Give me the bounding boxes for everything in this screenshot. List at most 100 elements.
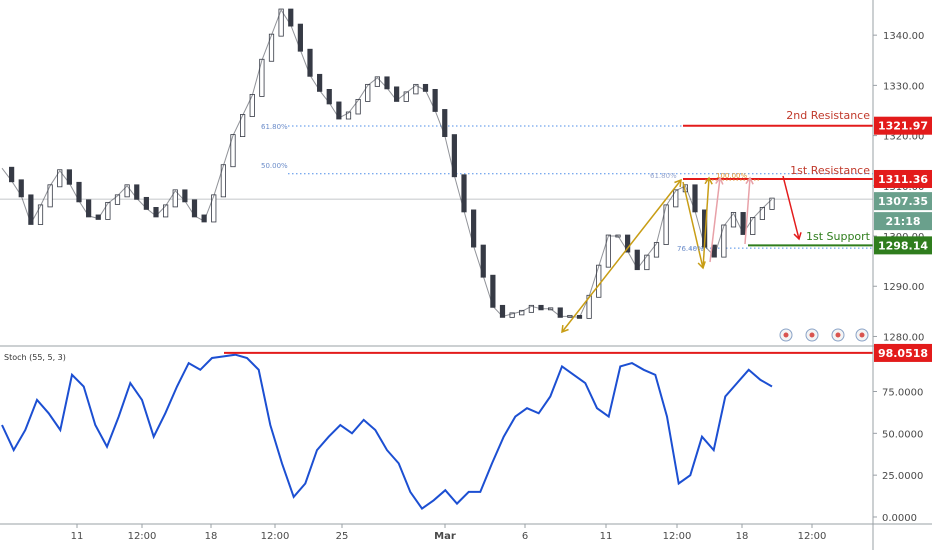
price-candle <box>663 204 669 245</box>
resistance1-badge-bg <box>874 169 932 188</box>
price-tick-label: 1320.00 <box>883 132 924 143</box>
stoch-tick-label: 50.0000 <box>882 429 923 440</box>
last-price-badge-text: 1307.35 <box>878 195 928 208</box>
abcd-arrow-cd <box>704 176 713 185</box>
stoch-title: Stoch (55, 5, 3) <box>4 353 66 362</box>
resistance2-badge-text: 1321.97 <box>878 120 928 133</box>
fib-764-label: 76.40% <box>677 245 704 253</box>
price-candle <box>95 214 101 220</box>
stoch-level-badge-text: 98.0518 <box>878 347 928 360</box>
fib-618-right-label: 61.80% <box>650 172 677 180</box>
price-candle <box>605 234 611 268</box>
time-tick-label: 18 <box>736 531 749 542</box>
price-candle <box>163 204 169 218</box>
abcd-arrow-ab-start <box>561 324 569 334</box>
last-price-badge-bg <box>874 192 932 211</box>
price-candle <box>278 8 284 37</box>
time-tick-label: 11 <box>600 531 613 542</box>
price-labels: 1321.97 1311.36 1307.35 21:18 1298.14 98.0518 <box>874 116 932 362</box>
fib-500-label: 50.00% <box>261 162 288 170</box>
price-candle <box>124 184 130 198</box>
price-candle <box>201 214 207 223</box>
drawings <box>561 175 869 342</box>
countdown-badge-bg <box>874 212 932 231</box>
abcd-arrow-bc <box>697 261 706 270</box>
price-candle <box>384 76 390 90</box>
fib-618-left-label: 61.80% <box>261 123 288 131</box>
price-candle <box>634 249 640 271</box>
price-line <box>1 8 773 318</box>
price-tick-label: 1330.00 <box>883 81 924 92</box>
resistance2-badge-bg <box>874 116 932 135</box>
price-candle <box>750 217 756 235</box>
price-tick-label: 1280.00 <box>883 332 924 343</box>
price-candle <box>730 212 737 228</box>
price-candle <box>9 166 15 183</box>
price-candle <box>355 99 361 115</box>
resistance1-annotation: 1st Resistance <box>790 164 870 177</box>
price-candle <box>47 184 53 208</box>
stoch-tick-label: 75.0000 <box>882 388 923 399</box>
stoch-series <box>1 351 873 510</box>
price-candle <box>365 83 371 102</box>
support1-badge-text: 1298.14 <box>878 239 928 252</box>
price-candle <box>182 189 188 203</box>
pink-leg-1 <box>709 177 721 263</box>
time-tick-label: 18 <box>205 531 218 542</box>
stoch-line <box>1 353 773 510</box>
price-candle <box>114 194 121 205</box>
pink-arrow-1 <box>715 176 724 185</box>
price-candle <box>519 309 525 316</box>
time-tick-label: 11 <box>71 531 84 542</box>
price-candle <box>403 91 409 102</box>
resistance2-annotation: 2nd Resistance <box>786 109 870 122</box>
time-tick-label: 25 <box>336 531 349 542</box>
price-series <box>1 8 775 319</box>
price-candle <box>86 199 92 218</box>
resistance1-badge-text: 1311.36 <box>878 173 928 186</box>
stoch-tick-label: 25.0000 <box>882 471 923 482</box>
price-tick-label: 1290.00 <box>883 282 924 293</box>
abcd-leg-bc <box>682 181 704 269</box>
support1-badge-bg <box>874 236 932 255</box>
price-candle <box>336 101 342 120</box>
price-candle <box>644 254 650 271</box>
abcd-leg-cd <box>702 177 710 269</box>
price-candle <box>509 312 515 318</box>
price-candle <box>57 169 63 188</box>
price-candle <box>374 76 380 87</box>
price-candle <box>317 73 323 92</box>
support1-annotation: 1st Support <box>806 230 871 243</box>
price-candle <box>134 184 140 200</box>
price-candle <box>394 86 400 102</box>
time-tick-label: 6 <box>522 531 528 542</box>
price-candle <box>143 196 149 210</box>
pink-arrow-2 <box>745 176 754 185</box>
price-candle <box>557 307 563 318</box>
price-candle <box>172 189 178 208</box>
stoch-level-badge-bg <box>874 343 932 362</box>
price-candle <box>653 242 660 258</box>
time-tick-label: 12:00 <box>798 531 827 542</box>
price-candle <box>740 212 746 235</box>
time-tick-label: 12:00 <box>128 531 157 542</box>
event-dot-icon <box>859 332 865 338</box>
price-candle <box>66 169 72 185</box>
time-tick-label: Mar <box>434 531 456 542</box>
price-candle <box>191 199 198 218</box>
pink-leg-2 <box>744 177 751 245</box>
projection-arrow <box>782 175 800 240</box>
stoch-tick-label: 0.0000 <box>882 513 917 524</box>
event-dot-icon <box>809 332 815 338</box>
time-tick-label: 12:00 <box>663 531 692 542</box>
price-candle <box>345 111 352 120</box>
price-candle <box>76 181 82 203</box>
price-candle <box>499 304 506 318</box>
price-candle <box>326 88 332 105</box>
event-dot-icon <box>835 332 841 338</box>
price-candle <box>153 207 159 218</box>
abcd-leg-ab <box>561 179 682 333</box>
